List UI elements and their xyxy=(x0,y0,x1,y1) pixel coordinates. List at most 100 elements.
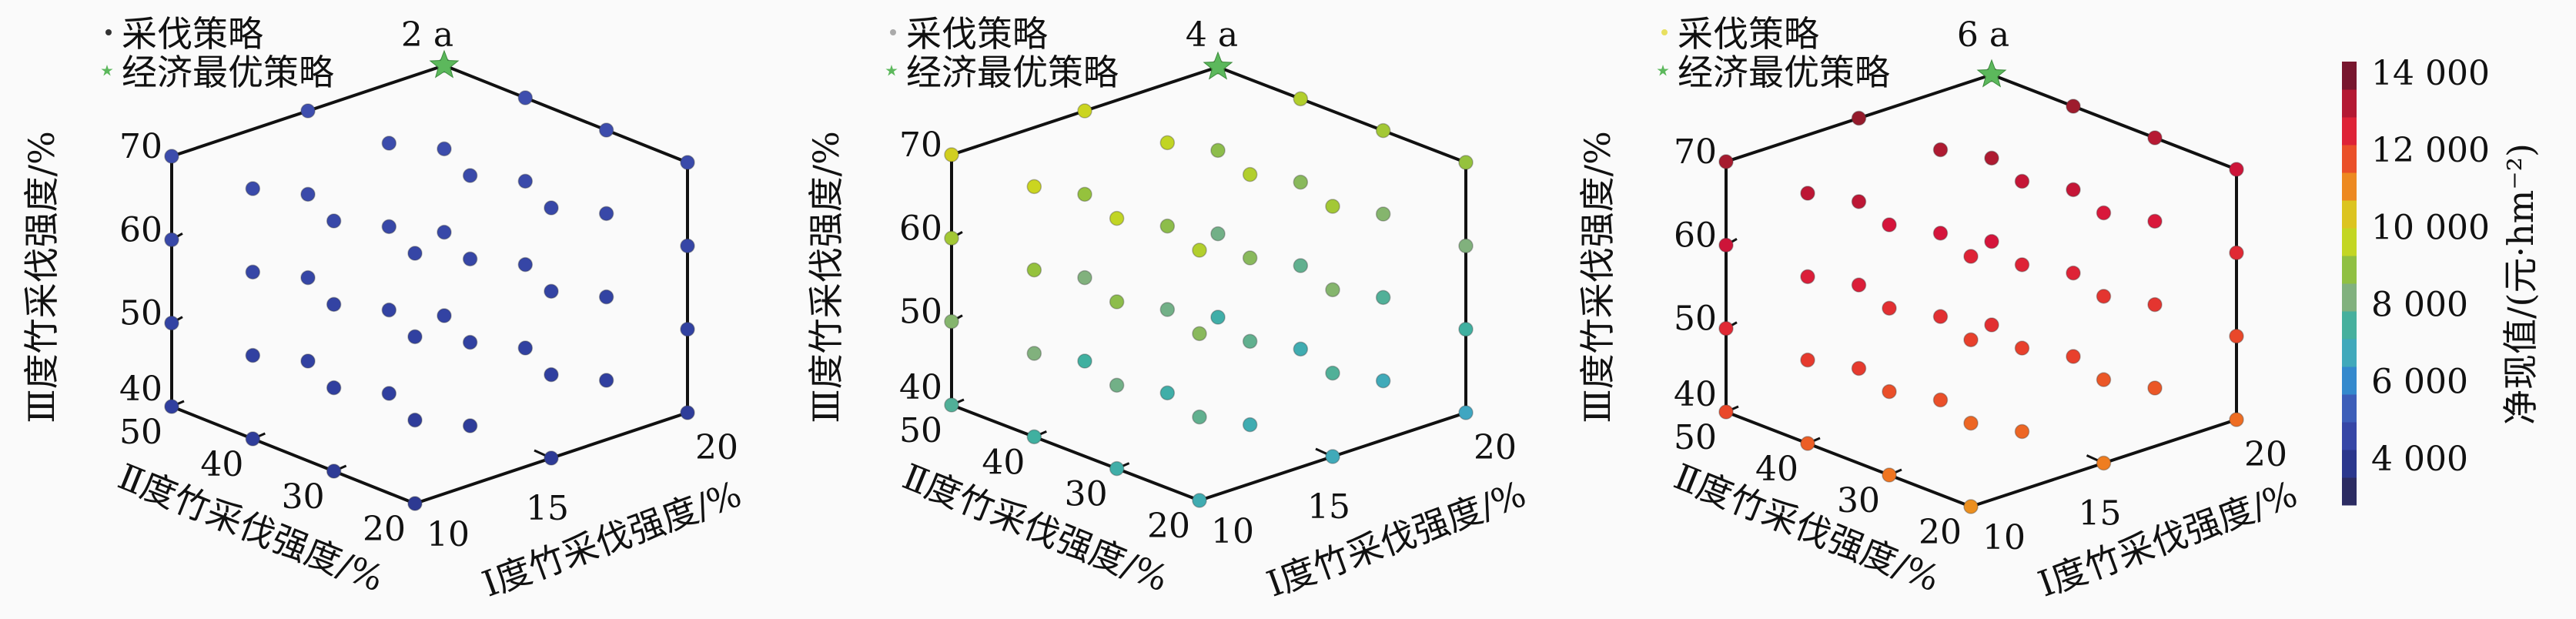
data-point xyxy=(326,380,342,396)
tick-label-I: 20 xyxy=(2244,435,2287,474)
data-point xyxy=(381,302,397,318)
data-point xyxy=(1159,218,1176,234)
data-point xyxy=(381,386,397,401)
data-point xyxy=(462,168,478,183)
colorbar-segment xyxy=(2342,145,2357,173)
data-point xyxy=(1242,417,1258,433)
data-point xyxy=(2147,296,2163,313)
data-point xyxy=(1109,377,1125,393)
data-point xyxy=(1159,302,1176,317)
legend-strategy: 采伐策略 xyxy=(122,13,263,55)
data-point xyxy=(381,136,397,151)
data-point xyxy=(680,405,695,420)
tick-label-III: 70 xyxy=(119,127,162,166)
data-point xyxy=(407,412,423,428)
data-point xyxy=(544,200,559,216)
data-point xyxy=(1325,199,1340,214)
legend-dot-icon xyxy=(1661,29,1668,35)
axis-label-III: Ⅲ度竹采伐强度/% xyxy=(1577,131,1618,423)
colorbar-segment xyxy=(2342,200,2357,229)
data-point xyxy=(2096,372,2112,387)
data-point xyxy=(1718,154,1734,169)
colorbar-tick-label: 6 000 xyxy=(2371,363,2468,402)
data-point xyxy=(1026,429,1042,445)
colorbar-tick-label: 12 000 xyxy=(2371,131,2490,170)
data-point xyxy=(245,181,261,196)
data-point xyxy=(437,224,452,240)
data-point xyxy=(544,283,559,299)
data-point xyxy=(1800,186,1815,201)
legend-optimal: 经济最优策略 xyxy=(1678,52,1890,93)
data-point xyxy=(2147,380,2163,396)
colorbar-segment xyxy=(2342,477,2357,506)
data-point xyxy=(1851,110,1867,126)
data-point xyxy=(1718,404,1734,420)
data-point xyxy=(1375,373,1391,389)
data-point xyxy=(1851,277,1867,293)
colorbar-tick-label: 8 000 xyxy=(2371,286,2468,325)
tick-label-I: 15 xyxy=(526,489,569,528)
data-point xyxy=(944,230,959,246)
data-point xyxy=(544,366,559,383)
colorbar-segment xyxy=(2342,172,2357,201)
axis-label-III: Ⅲ度竹采伐强度/% xyxy=(21,131,62,423)
data-point xyxy=(1882,217,1897,233)
data-point xyxy=(462,334,478,350)
colorbar-segment xyxy=(2342,117,2357,146)
data-point xyxy=(1932,142,1949,158)
tick-label-III: 40 xyxy=(119,370,162,409)
data-point xyxy=(1718,237,1734,253)
data-point xyxy=(2096,205,2112,221)
colorbar-tick-label: 14 000 xyxy=(2371,54,2490,93)
data-point xyxy=(1077,186,1092,202)
data-point xyxy=(1800,436,1815,451)
data-point xyxy=(680,155,695,170)
axis-label-II: Ⅱ度竹采伐强度/% xyxy=(897,455,1174,599)
data-point xyxy=(245,264,261,280)
data-point xyxy=(300,186,316,202)
data-point xyxy=(1210,142,1226,159)
data-point xyxy=(437,141,452,157)
data-point xyxy=(326,213,342,229)
colorbar-segment xyxy=(2342,228,2357,256)
data-point xyxy=(944,397,959,413)
data-point xyxy=(1159,135,1176,151)
data-point xyxy=(2014,257,2030,273)
data-point xyxy=(1242,166,1258,182)
colorbar-segment xyxy=(2342,394,2357,423)
tick-label-II: 40 xyxy=(982,443,1025,482)
data-point xyxy=(598,122,614,138)
tick-label-I: 20 xyxy=(695,428,738,467)
tick-label-II: 30 xyxy=(1065,475,1108,514)
legend-dot-icon xyxy=(105,29,112,35)
data-point xyxy=(517,90,534,105)
tick-label-II: 40 xyxy=(1755,450,1798,489)
data-point xyxy=(1293,91,1309,107)
data-point xyxy=(1210,226,1226,242)
data-point xyxy=(680,321,695,337)
legend-optimal: 经济最优策略 xyxy=(906,52,1119,93)
data-point xyxy=(2014,173,2030,189)
data-point xyxy=(2229,328,2244,344)
colorbar-tick-label: 4 000 xyxy=(2371,440,2468,479)
data-point xyxy=(2014,423,2030,440)
axis-label-I: I度竹采伐强度/% xyxy=(2032,473,2303,605)
data-point xyxy=(1882,467,1897,483)
legend-strategy: 采伐策略 xyxy=(1678,13,1819,55)
data-point xyxy=(1932,226,1949,241)
data-point xyxy=(1458,155,1474,170)
tick-label-III: 50 xyxy=(899,293,942,332)
tick-label-I: 10 xyxy=(1211,512,1254,551)
data-point xyxy=(1963,415,1979,431)
colorbar-segment xyxy=(2342,366,2357,395)
data-point xyxy=(1325,282,1340,298)
tick-label-III: 70 xyxy=(899,125,942,165)
data-point xyxy=(2066,265,2081,281)
axis-label-I: I度竹采伐强度/% xyxy=(477,473,747,605)
data-point xyxy=(1293,341,1309,357)
data-point xyxy=(1963,499,1979,514)
data-point xyxy=(1192,409,1207,425)
data-point xyxy=(1963,249,1979,264)
